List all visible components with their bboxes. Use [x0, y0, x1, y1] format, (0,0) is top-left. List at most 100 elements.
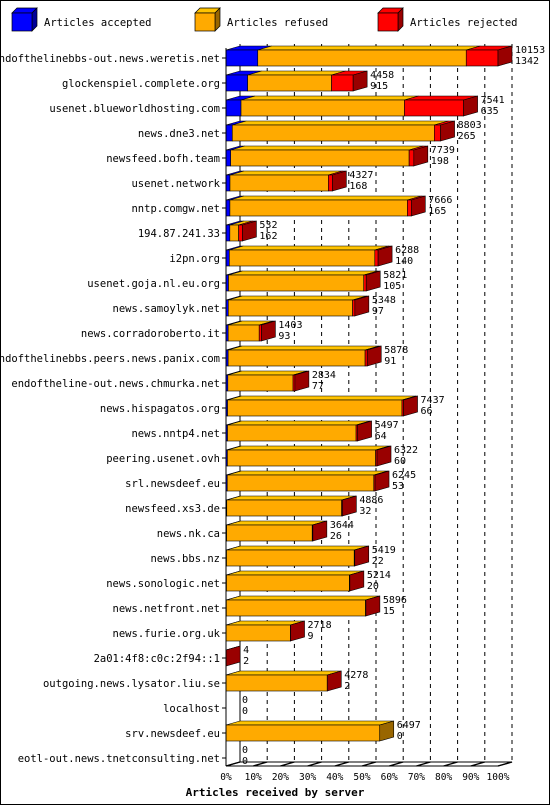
value-label-accepted: 22	[372, 556, 384, 567]
category-label: newsfeed.xs3.de	[125, 503, 220, 515]
x-tick	[443, 761, 458, 767]
value-label-accepted: 97	[372, 306, 384, 317]
value-label-total: 5214	[367, 570, 391, 581]
category-label: news.nk.ca	[157, 528, 220, 540]
bar-refused	[247, 74, 332, 92]
x-tick	[225, 761, 241, 767]
bar-end-cap	[326, 670, 342, 692]
bar-refused	[226, 499, 342, 517]
value-label-total: 6497	[397, 720, 421, 731]
value-label-total: 4278	[344, 670, 368, 681]
bar-segment-top	[247, 70, 346, 76]
bar-accepted	[225, 224, 231, 242]
bar-refused	[230, 149, 410, 167]
x-axis: 0% 10% 20% 30% 40% 50% 60% 70% 80% 90% 100%	[220, 48, 513, 783]
bar-accepted	[225, 99, 242, 117]
value-label-accepted: 60	[394, 456, 406, 467]
value-label-accepted: 15	[383, 606, 395, 617]
x-tick	[497, 761, 513, 767]
bar-refused	[231, 124, 435, 142]
x-tick	[470, 761, 485, 767]
bar-rejected	[408, 149, 415, 167]
value-label-accepted: 105	[383, 281, 401, 292]
legend-swatch	[11, 12, 33, 32]
x-tick	[416, 761, 431, 767]
category-label: srl.newsdeef.eu	[125, 478, 220, 490]
bar-segment-top	[225, 670, 342, 676]
bar-refused	[227, 424, 357, 442]
bar-refused	[227, 349, 366, 367]
bar-segment-top	[229, 245, 389, 251]
value-label-accepted: 0	[242, 706, 248, 717]
bar-end-cap	[354, 545, 370, 567]
bar-accepted	[225, 49, 259, 67]
bar-rejected	[407, 199, 412, 217]
x-tick	[361, 761, 377, 767]
value-label-accepted: 140	[395, 256, 413, 267]
bar-refused	[225, 724, 381, 742]
value-label-accepted: 635	[481, 106, 499, 117]
bar-refused	[226, 549, 355, 567]
bar-rejected	[363, 274, 367, 292]
category-label: eotl-out.news.tnetconsulting.net	[18, 753, 220, 765]
category-label: news.furie.org.uk	[113, 628, 221, 640]
value-label-total: 4327	[349, 170, 373, 181]
x-tick-label: 100%	[487, 772, 510, 783]
bar-refused	[227, 324, 260, 342]
x-tick	[334, 761, 349, 767]
value-label-accepted: 9	[308, 631, 314, 642]
value-label-total: 2718	[308, 620, 332, 631]
bar-rejected	[364, 349, 368, 367]
value-label-accepted: 66	[421, 406, 433, 417]
bar-segment-top	[232, 120, 449, 126]
bar-end-cap	[376, 445, 392, 467]
category-label: usenet.goja.nl.eu.org	[87, 278, 220, 290]
value-label-total: 1403	[278, 320, 302, 331]
category-label: news.nntp4.net	[131, 428, 220, 440]
bar-refused	[229, 249, 376, 267]
bar-segment-top	[227, 420, 371, 426]
bar-end-cap	[294, 370, 310, 392]
bar-end-cap	[366, 345, 382, 367]
bar-segment-top	[228, 295, 367, 301]
legend-swatch	[194, 12, 216, 32]
value-label-total: 7666	[428, 195, 452, 206]
category-label: news.corradoroberto.it	[81, 328, 220, 340]
bar-end-cap	[354, 295, 370, 317]
x-tick-label: 80%	[435, 772, 452, 783]
category-label: i2pn.org	[169, 253, 220, 265]
value-label-total: 4458	[370, 70, 394, 81]
bar-refused	[226, 474, 375, 492]
bar-end-cap	[440, 120, 455, 142]
value-label-total: 3644	[330, 520, 354, 531]
bar-end-cap	[403, 395, 418, 417]
value-label-accepted: 26	[330, 531, 342, 542]
category-label: newsfeed.bofh.team	[106, 153, 220, 165]
x-tick	[389, 761, 404, 767]
value-label-accepted: 20	[367, 581, 379, 592]
category-label: usenet.network	[131, 178, 220, 190]
bar-segment-top	[230, 145, 424, 151]
bar-accepted	[225, 74, 248, 92]
bar-segment-top	[226, 570, 364, 576]
bar-rejected	[331, 74, 354, 92]
bar-rejected	[374, 249, 379, 267]
category-label: news.dne3.net	[138, 128, 220, 140]
value-label-accepted: 32	[359, 506, 371, 517]
x-tick-label: 90%	[462, 772, 479, 783]
bar-end-cap	[377, 245, 393, 267]
bar-accepted	[225, 174, 231, 192]
bar-segment-top	[227, 445, 390, 451]
value-label-total: 6322	[394, 445, 418, 456]
bar-end-cap	[497, 45, 513, 67]
value-label-accepted: 2	[344, 681, 350, 692]
bar-end-cap	[379, 720, 395, 742]
bar-refused	[229, 199, 408, 217]
bar-end-cap	[290, 620, 305, 642]
bar-end-cap	[349, 570, 365, 592]
bar-end-cap	[342, 495, 357, 517]
category-label: localhost	[163, 703, 220, 715]
category-label: news.hispagatos.org	[100, 403, 220, 415]
category-label: news.sonologic.net	[106, 578, 220, 590]
